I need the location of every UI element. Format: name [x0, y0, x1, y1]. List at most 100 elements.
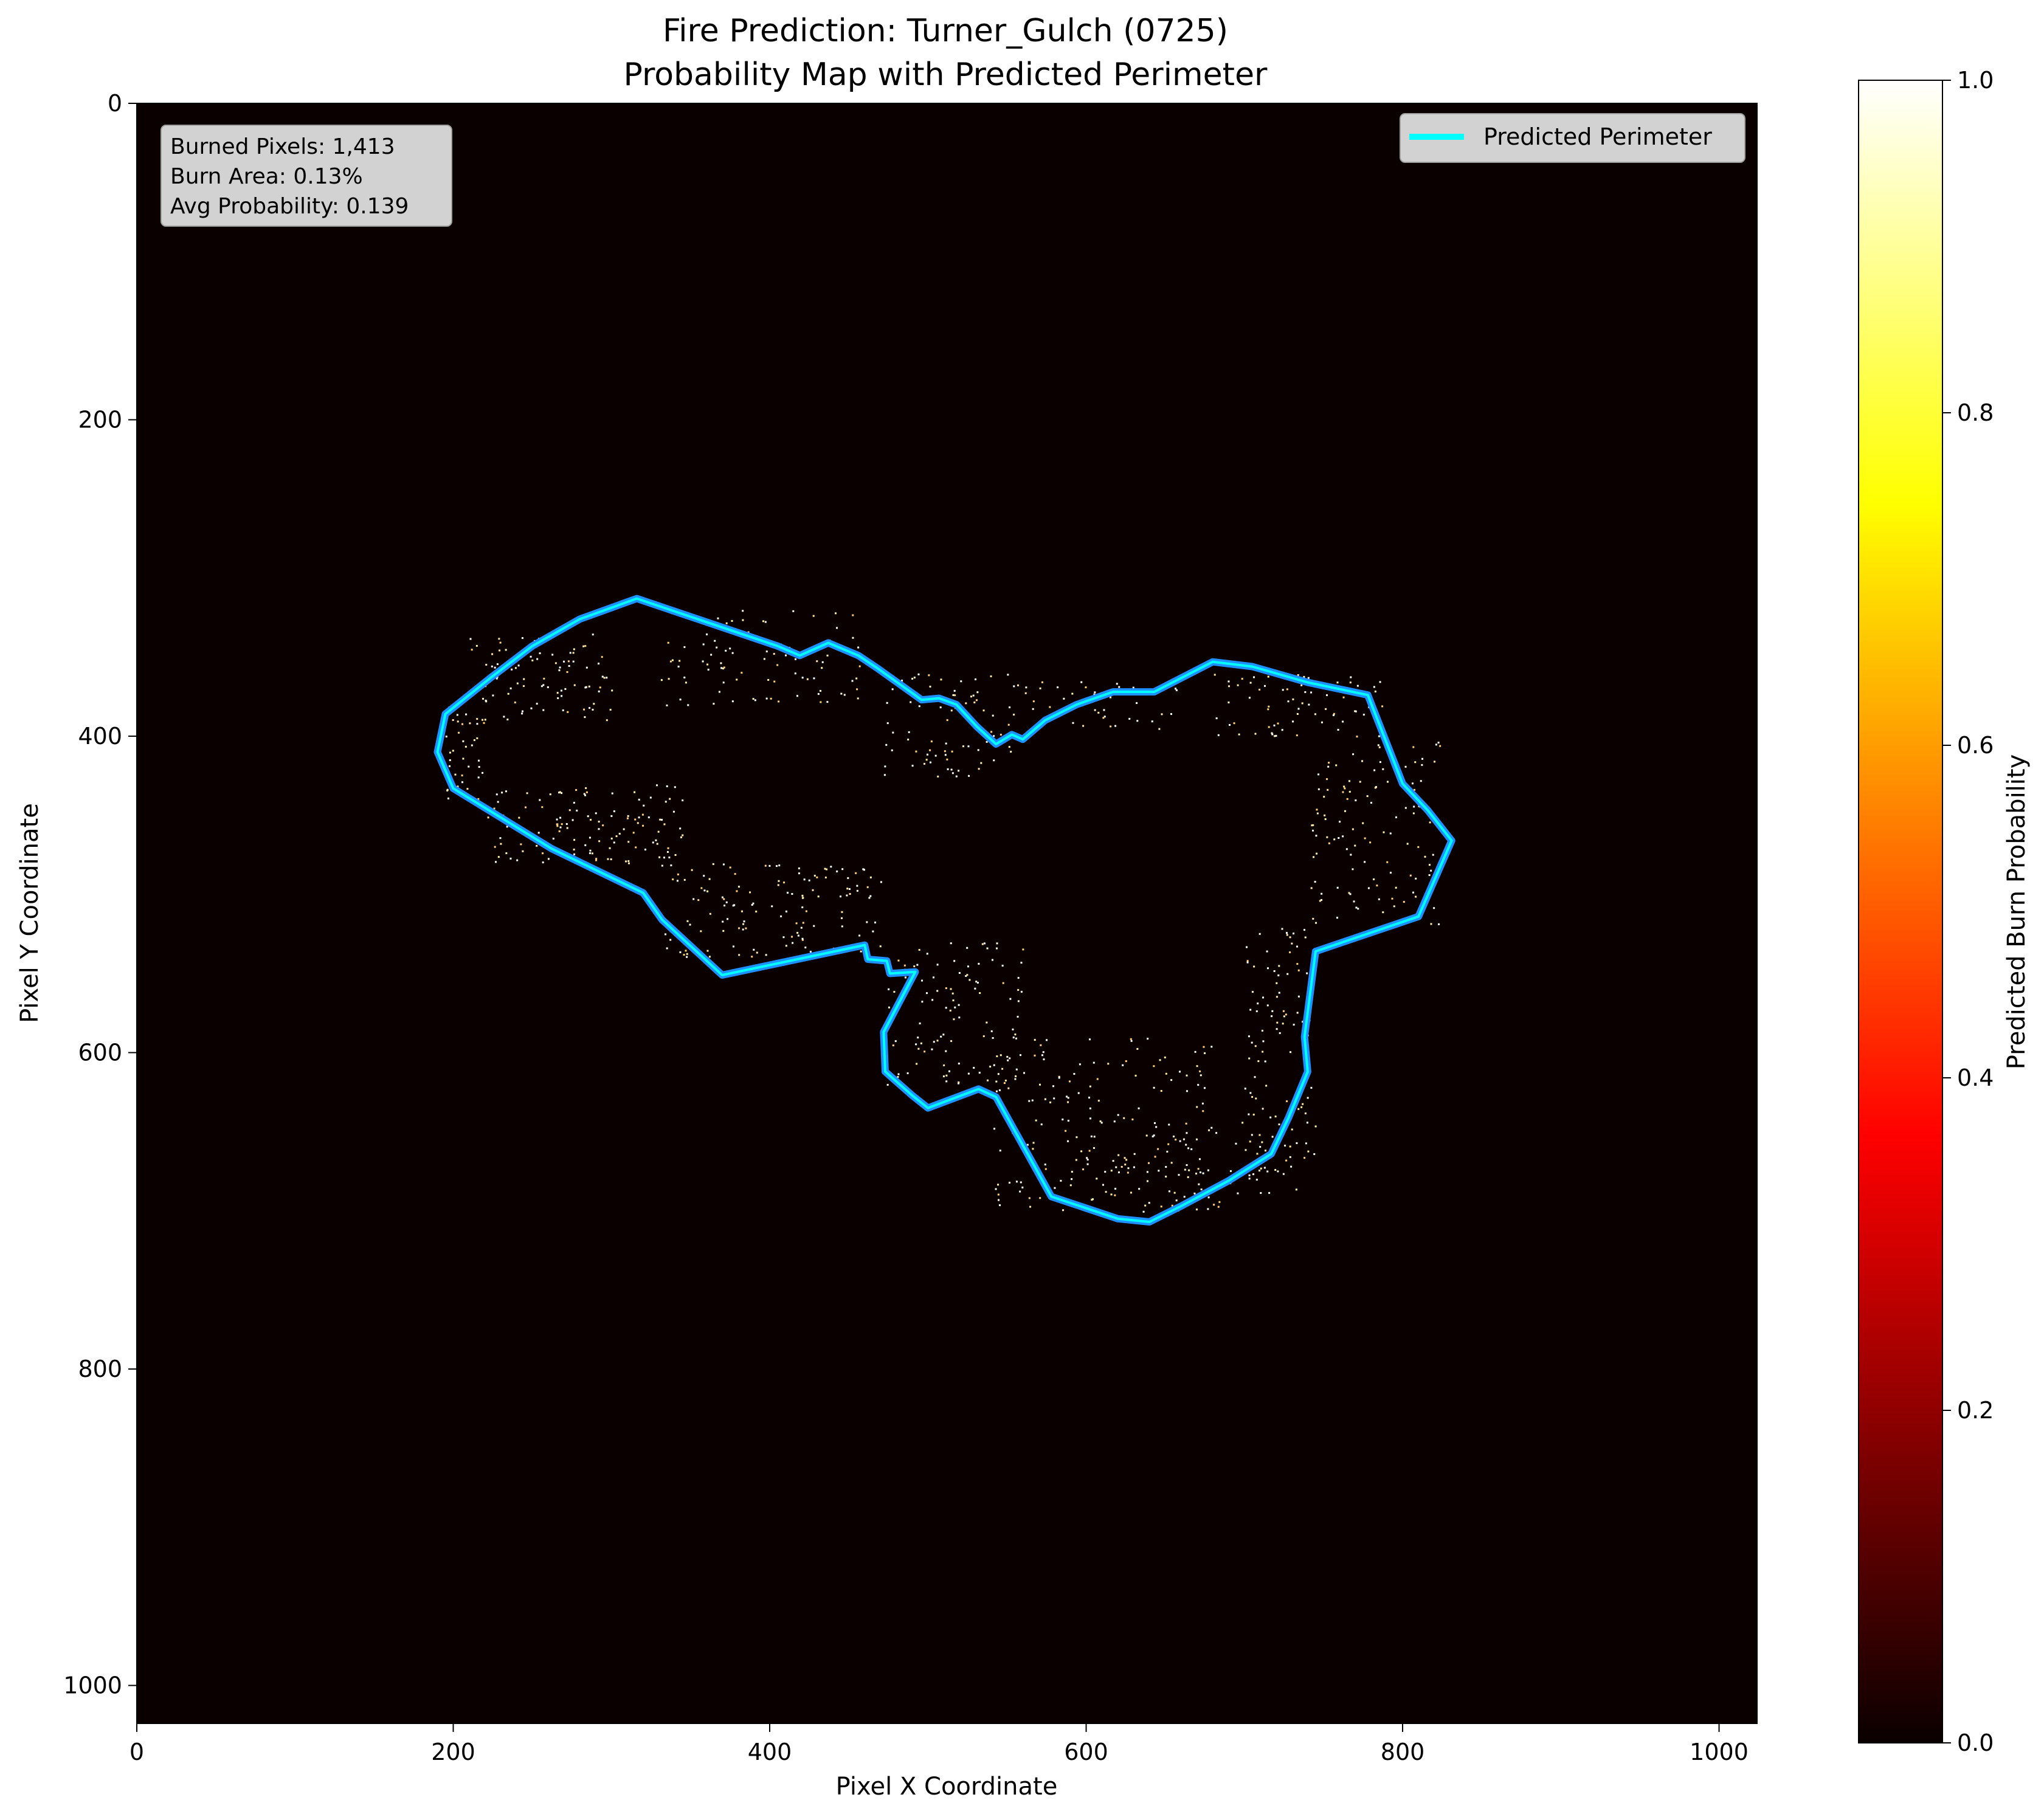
burn-point [797, 934, 799, 937]
burn-point [927, 753, 929, 756]
burn-point [1274, 1116, 1277, 1118]
burn-point [944, 750, 946, 753]
burn-point [1130, 1040, 1133, 1042]
burn-point [1136, 1047, 1139, 1050]
burn-point [983, 942, 986, 945]
burn-point [791, 893, 793, 895]
burn-point [686, 920, 689, 922]
burn-point [1303, 929, 1305, 931]
burn-point [1325, 708, 1327, 710]
burn-point [993, 1064, 995, 1066]
burn-point [703, 875, 705, 877]
burn-point [573, 853, 576, 855]
burn-point [982, 1035, 985, 1038]
burn-point [718, 691, 720, 693]
burn-point [1089, 1107, 1091, 1109]
burn-point [1349, 893, 1352, 895]
burn-point [589, 849, 592, 852]
burn-point [917, 1047, 920, 1050]
burn-point [925, 759, 928, 761]
burn-point [713, 703, 715, 705]
burn-point [732, 905, 734, 907]
burn-point [1131, 1118, 1134, 1120]
burn-point [536, 658, 539, 660]
burn-point [741, 672, 743, 674]
burn-point [1035, 1119, 1037, 1122]
burn-point [949, 1009, 951, 1012]
burn-point [1170, 1162, 1173, 1164]
burn-point [973, 1067, 975, 1069]
burn-point [585, 791, 588, 793]
burn-point [589, 707, 591, 709]
burn-point [953, 960, 956, 962]
burn-point [996, 947, 998, 950]
burn-point [1248, 1113, 1250, 1116]
burn-point [606, 719, 608, 722]
burn-point [929, 749, 931, 751]
burn-point [968, 979, 971, 981]
burn-point [1207, 1196, 1210, 1199]
burn-point [1353, 900, 1355, 903]
burn-point [1125, 1159, 1128, 1161]
burn-point [1378, 898, 1380, 900]
burn-point [843, 694, 846, 696]
burn-point [1133, 1166, 1135, 1168]
burn-point [1254, 1045, 1257, 1047]
burn-point [523, 678, 525, 680]
burn-point [1357, 908, 1359, 910]
burn-point [1249, 1092, 1252, 1094]
burn-point [1271, 1010, 1274, 1012]
burn-point [891, 749, 893, 751]
burn-point [1379, 681, 1381, 683]
burn-point [995, 1188, 997, 1190]
burn-point [507, 692, 509, 695]
burn-point [1293, 933, 1295, 935]
burn-point [1256, 1153, 1259, 1155]
burn-point [995, 1080, 998, 1083]
burn-point [1194, 1050, 1196, 1053]
burn-point [1326, 694, 1328, 697]
burn-point [598, 828, 600, 830]
burn-point [931, 999, 934, 1001]
burn-point [946, 719, 948, 722]
burn-point [974, 987, 976, 990]
burn-point [1251, 1095, 1254, 1098]
burn-point [686, 953, 688, 955]
burn-point [826, 868, 828, 871]
burn-point [1076, 1136, 1078, 1139]
burn-point [1001, 965, 1004, 967]
burn-point [1187, 1176, 1189, 1178]
burn-point [738, 927, 741, 929]
burn-point [945, 1050, 947, 1052]
burn-point [1024, 692, 1027, 694]
burn-point [603, 677, 606, 679]
burn-point [482, 719, 484, 721]
burn-point [1062, 1209, 1065, 1212]
burn-point [798, 867, 800, 869]
burn-point [1002, 982, 1004, 984]
burn-point [742, 610, 744, 612]
burn-point [869, 895, 872, 897]
burn-point [1354, 710, 1356, 712]
burn-point [1411, 782, 1414, 785]
burn-point [607, 858, 609, 860]
burn-point [1257, 1060, 1260, 1063]
burn-point [1321, 898, 1323, 901]
burn-point [937, 775, 939, 778]
burn-point [477, 759, 480, 762]
burn-point [752, 902, 754, 905]
burn-point [1289, 1145, 1291, 1148]
burn-point [514, 701, 516, 703]
burn-point [678, 660, 681, 662]
burn-point [706, 663, 709, 666]
burn-point [1273, 724, 1276, 726]
burn-point [868, 897, 871, 899]
burn-point [849, 893, 851, 895]
burn-point [1009, 1181, 1011, 1184]
burn-point [598, 821, 600, 823]
burn-point [950, 1040, 953, 1043]
burn-point [1160, 1090, 1162, 1092]
burn-point [1348, 790, 1351, 793]
legend: Predicted Perimeter [1400, 113, 1745, 163]
burn-point [1200, 1074, 1202, 1077]
